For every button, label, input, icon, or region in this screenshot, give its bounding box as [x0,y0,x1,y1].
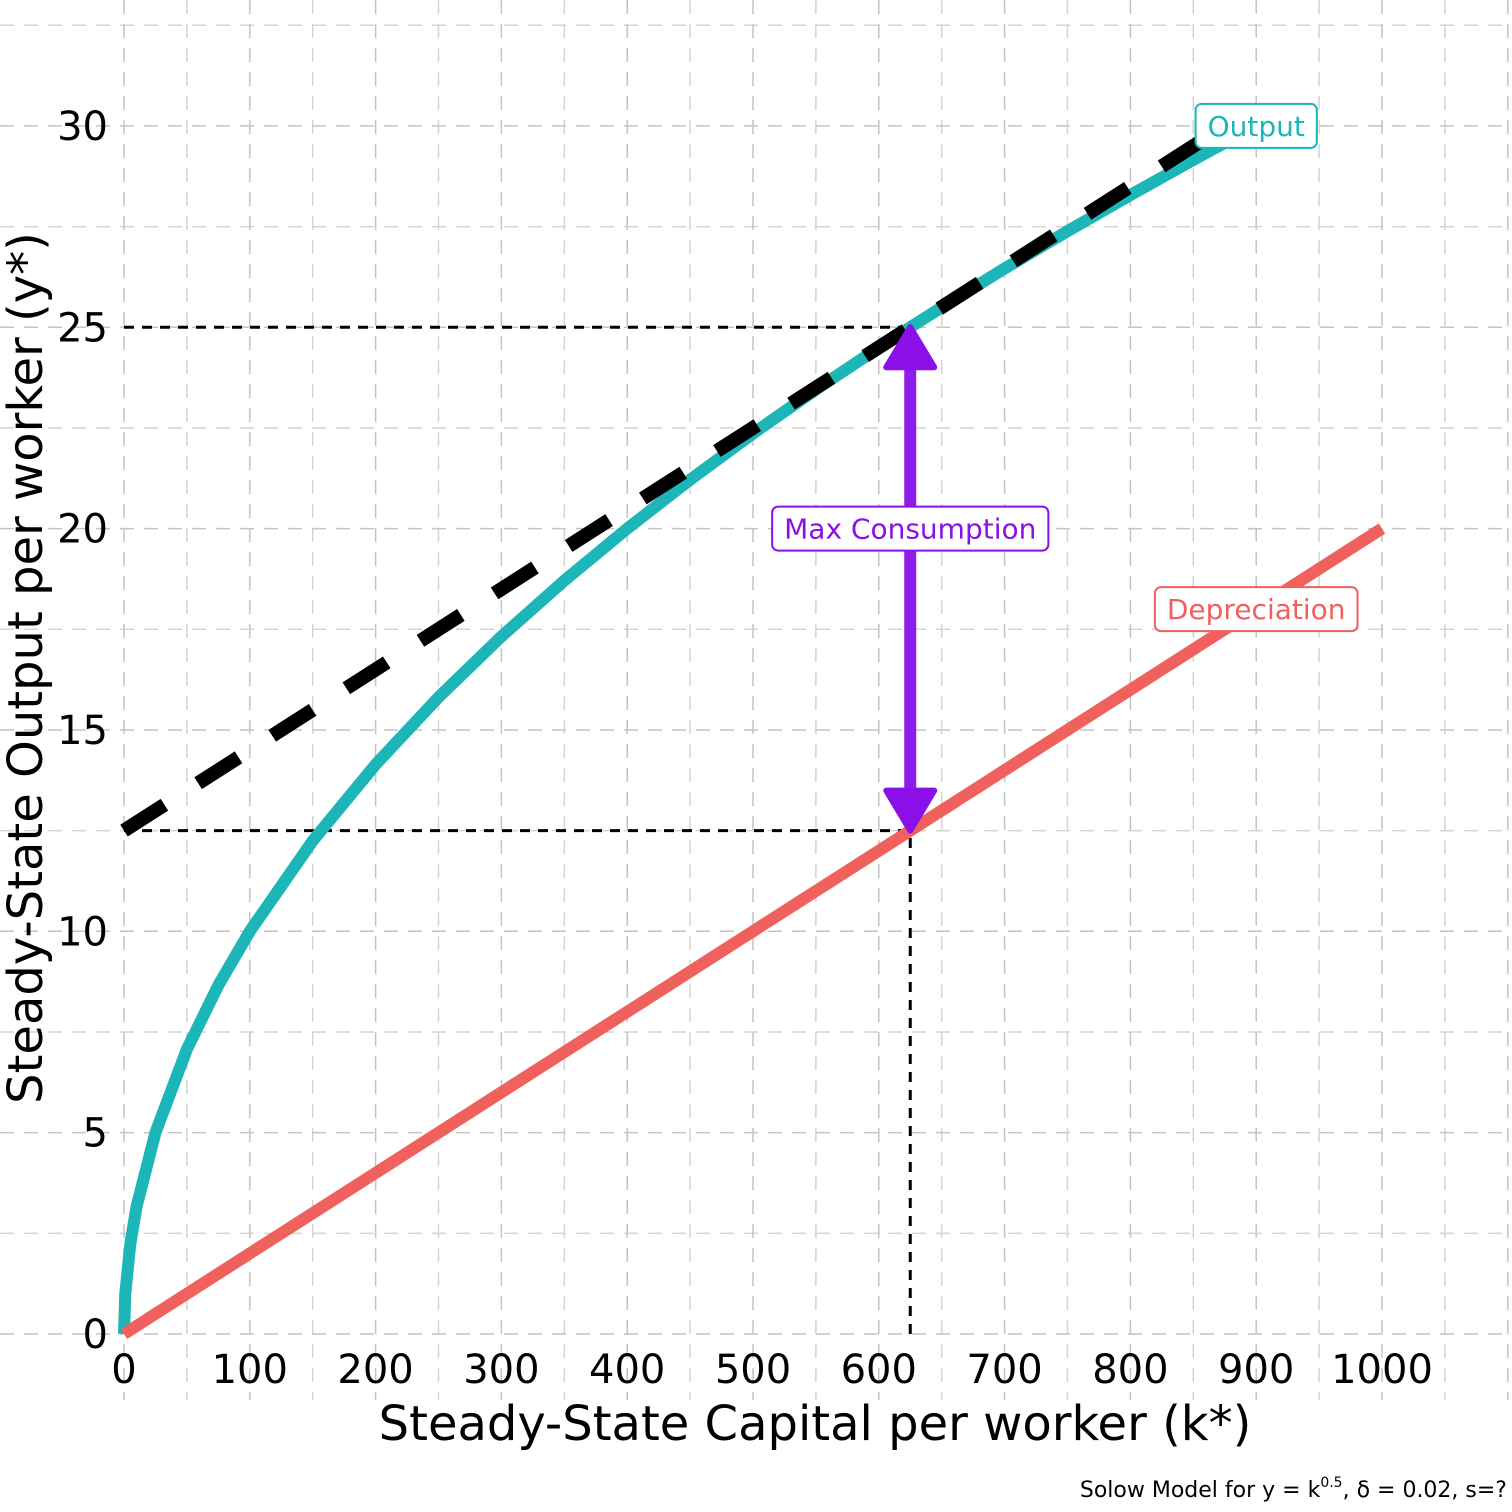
y-tick-label: 10 [57,909,108,955]
y-tick-label: 5 [83,1111,108,1157]
x-tick-label: 100 [212,1347,288,1393]
x-tick-label: 500 [715,1347,791,1393]
x-tick-label: 600 [841,1347,917,1393]
caption-exponent: 0.5 [1320,1475,1342,1491]
x-tick-label: 700 [966,1347,1042,1393]
y-tick-label: 15 [57,708,108,754]
grid-major [0,0,1512,1400]
x-tick-label: 1000 [1331,1347,1433,1393]
chart-caption: Solow Model for y = k0.5, δ = 0.02, s=? [1080,1475,1507,1503]
y-tick-label: 20 [57,507,108,553]
series-layer [118,132,1386,1340]
max-consumption-arrow [883,324,938,834]
arrow-head-up [883,324,938,371]
x-tick-label: 900 [1218,1347,1294,1393]
max-consumption-label-text: Max Consumption [784,513,1036,546]
series-line-depreciation [120,523,1386,1340]
y-axis-title: Steady-State Output per worker (y*) [0,232,54,1104]
y-tick-label: 25 [57,305,108,351]
x-tick-label: 300 [463,1347,539,1393]
series-labels: Max Consumption Output Depreciation [771,102,1359,633]
max-consumption-label: Max Consumption [771,505,1050,552]
tangent-line [120,132,1210,837]
reference-lines [124,325,912,1334]
x-axis-title: Steady-State Capital per worker (k*) [379,1396,1252,1452]
caption-prefix: Solow Model for y = k [1080,1478,1321,1503]
axis-ticks: 0 100 200 300 400 500 600 700 800 900 1000 0 5 10 15 20… [57,104,1433,1393]
arrow-head-down [883,787,938,834]
series-label-output-text: Output [1208,110,1305,143]
series-line-output [118,137,1228,1335]
series-label-output-box [1194,102,1318,149]
x-tick-label: 800 [1092,1347,1168,1393]
x-tick-label: 200 [337,1347,413,1393]
y-tick-label: 0 [83,1312,108,1358]
series-label-depreciation-box [1153,586,1359,633]
y-tick-label: 30 [57,104,108,150]
series-label-depreciation-text: Depreciation [1167,593,1346,626]
x-tick-label: 400 [589,1347,665,1393]
grid-minor [0,0,1512,1400]
series-label-depreciation: Depreciation [1153,586,1359,633]
x-tick-label: 0 [111,1347,136,1393]
caption-suffix: , δ = 0.02, s=? [1343,1478,1507,1503]
max-consumption-label-box [771,505,1050,552]
series-label-output: Output [1194,102,1318,149]
